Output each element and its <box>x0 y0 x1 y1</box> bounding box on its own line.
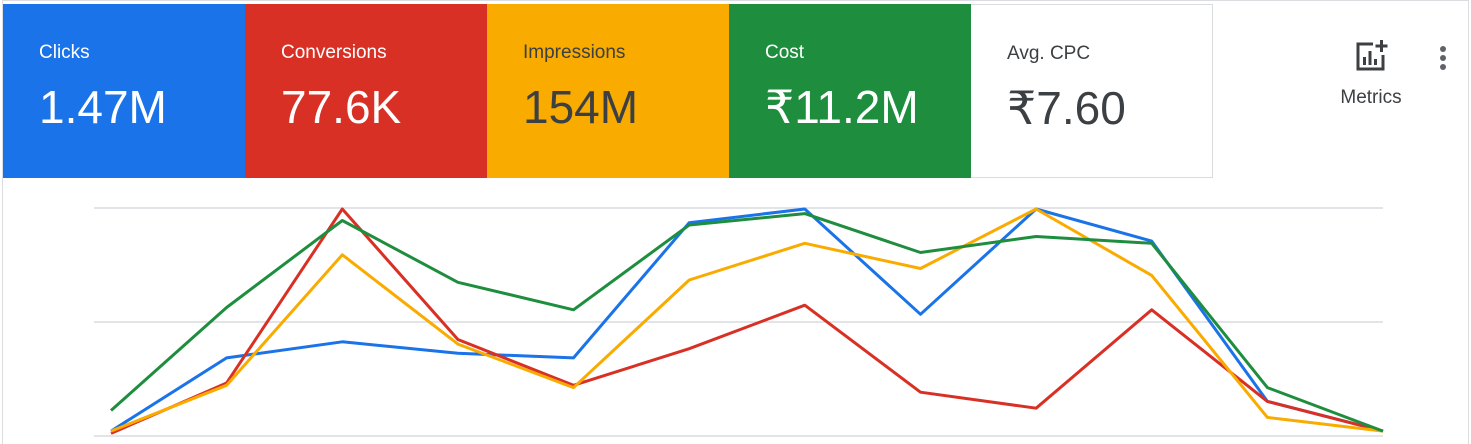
metric-label: Avg. CPC <box>1007 43 1091 64</box>
metrics-label: Metrics <box>1340 87 1402 108</box>
more-options-button[interactable] <box>1428 40 1458 80</box>
metric-value: ₹7.60 <box>1007 82 1126 134</box>
metric-tile-conversions[interactable]: Conversions 77.6K <box>245 4 487 178</box>
metric-value: 154M <box>523 81 639 133</box>
series-line-1 <box>110 207 1384 435</box>
metric-label: Conversions <box>281 42 387 63</box>
metric-value: 77.6K <box>281 81 402 133</box>
metrics-button[interactable]: Metrics <box>1325 40 1417 112</box>
metric-value: ₹11.2M <box>765 81 919 133</box>
metric-tile-clicks[interactable]: Clicks 1.47M <box>3 4 245 178</box>
metric-tile-cost[interactable]: Cost ₹11.2M <box>729 4 971 178</box>
more-vert-icon <box>1428 46 1458 84</box>
metric-tiles: Clicks 1.47M Conversions 77.6K Impressio… <box>3 4 1213 178</box>
performance-line-chart <box>94 207 1384 437</box>
metric-tile-impressions[interactable]: Impressions 154M <box>487 4 729 178</box>
add-chart-icon <box>1354 40 1388 77</box>
series-line-3 <box>110 212 1384 433</box>
metric-label: Clicks <box>39 42 90 63</box>
metric-tile-avg-cpc[interactable]: Avg. CPC ₹7.60 <box>971 4 1213 178</box>
series-line-2 <box>110 207 1384 433</box>
metric-value: 1.47M <box>39 81 167 133</box>
metric-label: Cost <box>765 42 805 63</box>
series-line-0 <box>110 207 1384 433</box>
metric-label: Impressions <box>523 42 626 63</box>
